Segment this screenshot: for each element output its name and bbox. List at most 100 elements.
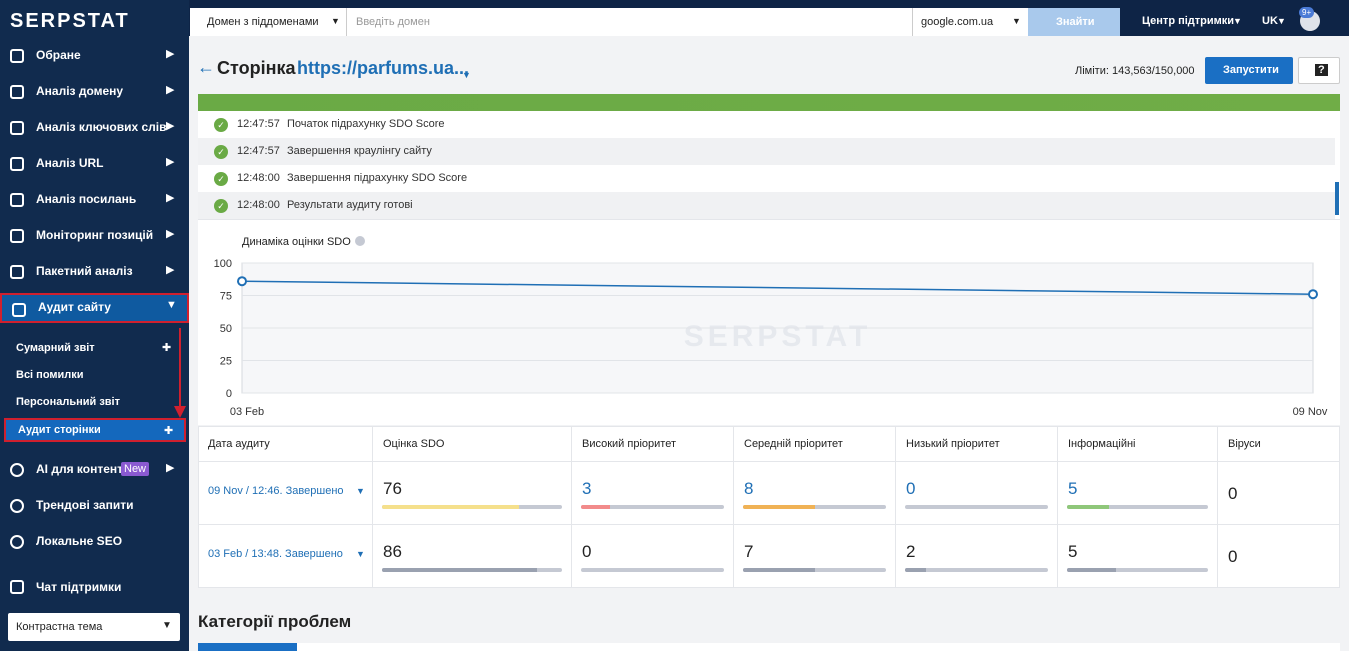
submenu-label: Аудит сторінки [18, 424, 101, 436]
menu-item[interactable]: Трендові запити [0, 491, 189, 521]
pin: ✚ [162, 342, 172, 354]
log-text: Початок підрахунку SDO Score [287, 118, 445, 130]
menu-label: Аналіз ключових слів [36, 120, 167, 134]
search-input[interactable]: Введіть домен [347, 8, 912, 36]
menu-item[interactable]: Локальне SEO [0, 527, 189, 557]
lang[interactable]: UK [1262, 15, 1278, 27]
page-url[interactable]: https://parfums.ua... [297, 58, 470, 78]
menu-label: Аналіз домену [36, 84, 124, 98]
progress-fill [743, 568, 815, 572]
help-button[interactable]: ? [1298, 57, 1340, 84]
submenu-item[interactable]: Сумарний звіт ✚ [4, 337, 186, 361]
progress-fill [581, 505, 610, 509]
new-badge: New [121, 462, 150, 476]
menu-label: Обране [36, 48, 81, 62]
log-row: ✓ 12:48:00 Завершення підрахунку SDO Score [198, 165, 1335, 192]
progress [382, 505, 562, 509]
submenu-item[interactable]: Аудит сторінки ✚ [4, 418, 186, 442]
menu-item[interactable]: Аналіз посилань ▶ [0, 185, 189, 215]
back-arrow[interactable]: ← [197, 57, 215, 77]
menu-label: Аудит сайту [38, 300, 111, 314]
menu-label: Моніторинг позицій [36, 228, 154, 242]
date-cell[interactable]: 03 Feb / 13:48. Завершено ▼ [198, 525, 373, 588]
progress-fill [382, 505, 519, 509]
menu-item[interactable]: Аналіз ключових слів ▶ [0, 113, 189, 143]
progress-fill [382, 568, 537, 572]
menu-item[interactable]: Аналіз URL ▶ [0, 149, 189, 179]
search-button[interactable]: Знайти [1028, 8, 1120, 36]
menu-item[interactable]: Аналіз домену ▶ [0, 77, 189, 107]
point [1308, 289, 1318, 300]
chevron: ▶ [166, 156, 175, 168]
table-header: Оцінка SDO [373, 427, 572, 462]
menu-item[interactable]: AI для контенту New ▶ [0, 455, 189, 485]
chevron: ▶ [166, 192, 175, 204]
pin: ✚ [164, 425, 174, 437]
progress [1067, 568, 1208, 572]
line [241, 280, 1314, 295]
cell-value: 2 [906, 542, 916, 561]
submenu-label: Персональний звіт [16, 396, 120, 408]
caret: ▼ [1012, 16, 1021, 26]
chevron: ▶ [166, 120, 175, 132]
menu-item[interactable]: Аудит сайту ▼ [0, 293, 189, 323]
table-cell: 8 [734, 462, 896, 525]
caret: ▼ [162, 620, 172, 631]
run-button[interactable]: Запустити [1205, 57, 1293, 84]
theme-select[interactable]: Контрастна тема ▼ [8, 613, 180, 641]
log-text: Результати аудиту готові [287, 199, 413, 211]
sidebar: SERPSTAT Обране ▶ Аналіз домену ▶ Аналіз ключ… [0, 0, 189, 651]
table-cell: 7 [734, 525, 896, 588]
cell-value: 7 [744, 542, 754, 561]
progress [581, 505, 724, 509]
search-button-label: Знайти [1056, 16, 1095, 28]
cell-value[interactable]: 0 [906, 479, 916, 498]
check-icon: ✓ [214, 172, 228, 186]
submenu-item[interactable]: Персональний звіт [4, 391, 186, 415]
help-label: ? [1315, 64, 1328, 76]
chart-title: Динаміка оцінки SDO [242, 236, 351, 248]
cell-value[interactable]: 3 [582, 479, 592, 498]
date-cell[interactable]: 09 Nov / 12:46. Завершено ▼ [198, 462, 373, 525]
table-cell: 3 [572, 462, 734, 525]
logo[interactable]: SERPSTAT [10, 10, 130, 32]
engine-select[interactable]: google.com.ua ▼ [912, 8, 1028, 36]
header-label: Високий пріоритет [582, 438, 676, 450]
log-time: 12:48:00 [237, 199, 280, 211]
domain-select[interactable]: Домен з піддоменами ▼ [190, 8, 347, 36]
menu-label: Локальне SEO [36, 534, 123, 548]
y-tick-label: 0 [226, 388, 232, 400]
table-cell: 0 [572, 525, 734, 588]
menu-label: Аналіз URL [36, 156, 104, 170]
chevron: ▶ [166, 84, 175, 96]
progress [905, 505, 1048, 509]
cell-value[interactable]: 5 [1068, 479, 1078, 498]
menu-icon [10, 193, 24, 207]
cell-value: 0 [1228, 484, 1238, 503]
log-text: Завершення краулінгу сайту [287, 145, 432, 157]
support-link[interactable]: Центр підтримки [1142, 15, 1235, 27]
cell-value[interactable]: 8 [744, 479, 754, 498]
y-tick-label: 100 [214, 258, 232, 270]
menu-icon [10, 121, 24, 135]
header-label: Віруси [1228, 438, 1261, 450]
caret: ▼ [1277, 16, 1286, 26]
log-time: 12:48:00 [237, 172, 280, 184]
table-header: Віруси [1218, 427, 1340, 462]
table-cell: 0 [1218, 462, 1340, 525]
table-header: Середній пріоритет [734, 427, 896, 462]
audit-date: 03 Feb / 13:48. Завершено [208, 548, 343, 560]
menu-item[interactable]: Обране ▶ [0, 41, 189, 71]
menu-item[interactable]: Чат підтримки [0, 572, 189, 602]
menu-item[interactable]: Моніторинг позицій ▶ [0, 221, 189, 251]
domain-select-label: Домен з піддоменами [207, 16, 319, 28]
menu-item[interactable]: Пакетний аналіз ▶ [0, 257, 189, 287]
progress [581, 568, 724, 572]
table-cell: 2 [896, 525, 1058, 588]
active-tab[interactable] [198, 643, 297, 651]
x-tick-label: 09 Nov [1293, 406, 1328, 418]
notif-badge: 9+ [1299, 7, 1315, 18]
submenu-item[interactable]: Всі помилки [4, 364, 186, 388]
